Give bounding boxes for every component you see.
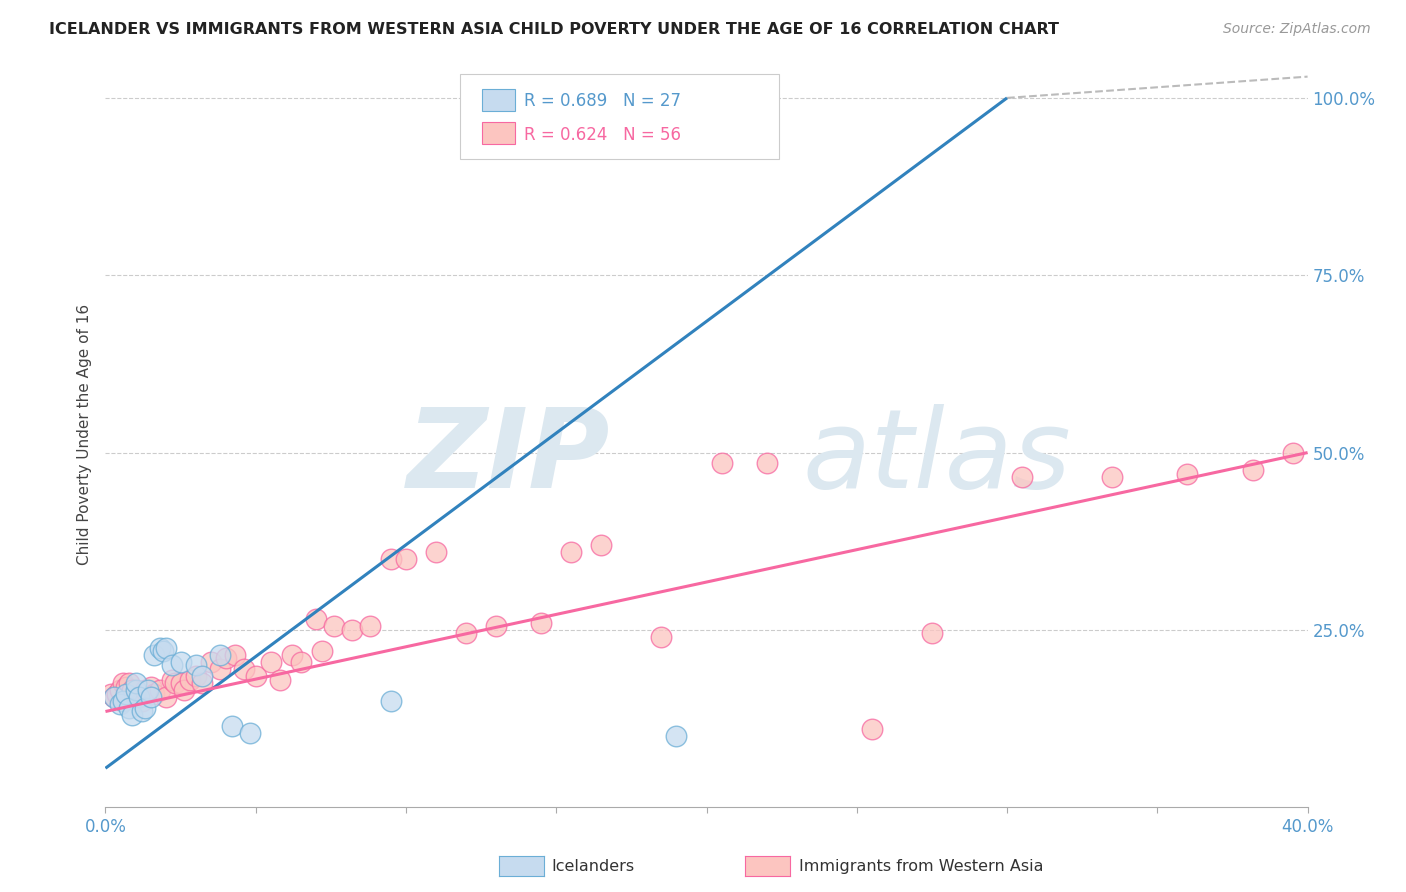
Point bbox=[380, 694, 402, 708]
Point bbox=[208, 648, 231, 662]
Text: R = 0.689   N = 27: R = 0.689 N = 27 bbox=[524, 92, 681, 111]
Point bbox=[239, 726, 262, 740]
Text: R = 0.624   N = 56: R = 0.624 N = 56 bbox=[524, 126, 681, 144]
Point bbox=[124, 690, 146, 705]
Point bbox=[139, 690, 162, 705]
Text: ICELANDER VS IMMIGRANTS FROM WESTERN ASIA CHILD POVERTY UNDER THE AGE OF 16 CORR: ICELANDER VS IMMIGRANTS FROM WESTERN ASI… bbox=[49, 22, 1059, 37]
Point bbox=[1011, 470, 1033, 484]
Point bbox=[179, 673, 201, 687]
Point bbox=[260, 655, 283, 669]
Point bbox=[224, 648, 246, 662]
Point bbox=[115, 687, 138, 701]
Point bbox=[103, 690, 125, 705]
Point bbox=[214, 651, 236, 665]
Point bbox=[121, 683, 143, 698]
Point bbox=[921, 626, 943, 640]
Point bbox=[110, 683, 132, 698]
Point bbox=[134, 683, 156, 698]
Point bbox=[281, 648, 304, 662]
Point bbox=[710, 456, 733, 470]
Point bbox=[100, 687, 122, 701]
Point bbox=[290, 655, 312, 669]
Point bbox=[118, 676, 141, 690]
Point bbox=[160, 658, 183, 673]
Point bbox=[454, 626, 477, 640]
Point bbox=[245, 669, 267, 683]
Point bbox=[173, 683, 195, 698]
Point bbox=[269, 673, 291, 687]
Point bbox=[112, 676, 135, 690]
Text: ZIP: ZIP bbox=[406, 404, 610, 511]
Point bbox=[124, 676, 146, 690]
Point bbox=[311, 644, 333, 658]
Point bbox=[142, 648, 165, 662]
Point bbox=[131, 694, 153, 708]
Point bbox=[530, 615, 553, 630]
Point bbox=[1243, 463, 1265, 477]
Point bbox=[118, 701, 141, 715]
Point bbox=[560, 545, 582, 559]
Point bbox=[115, 680, 138, 694]
Point bbox=[340, 623, 363, 637]
Point bbox=[380, 552, 402, 566]
Point bbox=[169, 655, 191, 669]
Point bbox=[591, 538, 613, 552]
Point bbox=[665, 729, 688, 743]
Text: Immigrants from Western Asia: Immigrants from Western Asia bbox=[799, 859, 1043, 873]
Point bbox=[425, 545, 447, 559]
Point bbox=[124, 683, 146, 698]
FancyBboxPatch shape bbox=[482, 122, 516, 145]
Point bbox=[650, 630, 672, 644]
Point bbox=[184, 658, 207, 673]
Point bbox=[112, 694, 135, 708]
Point bbox=[136, 683, 159, 698]
Point bbox=[107, 687, 129, 701]
Point bbox=[121, 708, 143, 723]
Point bbox=[1175, 467, 1198, 481]
Point bbox=[395, 552, 418, 566]
Point bbox=[1281, 445, 1303, 459]
Point bbox=[131, 705, 153, 719]
Point bbox=[142, 687, 165, 701]
Point bbox=[169, 676, 191, 690]
Point bbox=[860, 723, 883, 737]
Text: atlas: atlas bbox=[803, 404, 1071, 511]
Point bbox=[155, 640, 177, 655]
Point bbox=[305, 612, 328, 626]
Point bbox=[148, 640, 170, 655]
Point bbox=[208, 662, 231, 676]
Point bbox=[359, 619, 381, 633]
Point bbox=[221, 719, 243, 733]
Point bbox=[152, 644, 174, 658]
Point bbox=[232, 662, 254, 676]
Y-axis label: Child Poverty Under the Age of 16: Child Poverty Under the Age of 16 bbox=[76, 304, 91, 566]
FancyBboxPatch shape bbox=[460, 74, 779, 160]
Point bbox=[160, 673, 183, 687]
Text: Source: ZipAtlas.com: Source: ZipAtlas.com bbox=[1223, 22, 1371, 37]
Point bbox=[322, 619, 344, 633]
FancyBboxPatch shape bbox=[482, 88, 516, 111]
Point bbox=[710, 95, 733, 109]
Point bbox=[190, 669, 212, 683]
Point bbox=[128, 690, 150, 705]
Point bbox=[110, 698, 132, 712]
Text: Icelanders: Icelanders bbox=[551, 859, 634, 873]
Point bbox=[148, 683, 170, 698]
Point bbox=[128, 690, 150, 705]
Point bbox=[103, 690, 125, 705]
Point bbox=[485, 619, 508, 633]
Point bbox=[200, 655, 222, 669]
Point bbox=[139, 680, 162, 694]
Point bbox=[755, 456, 778, 470]
Point bbox=[155, 690, 177, 705]
Point bbox=[163, 676, 186, 690]
Point bbox=[134, 701, 156, 715]
Point bbox=[190, 676, 212, 690]
Point bbox=[184, 669, 207, 683]
Point bbox=[1101, 470, 1123, 484]
